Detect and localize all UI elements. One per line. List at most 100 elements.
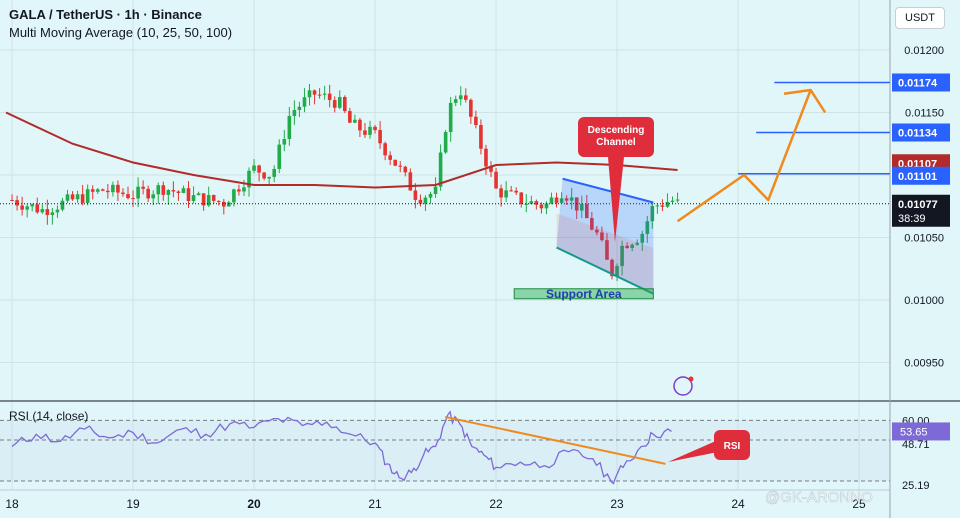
candle-body — [403, 166, 408, 173]
candle-body — [358, 119, 362, 131]
candle-body — [201, 193, 206, 206]
candle-body — [554, 197, 559, 203]
candle-body — [368, 126, 372, 135]
candle-body — [227, 202, 231, 207]
candle-body — [247, 170, 251, 188]
candle-body — [131, 198, 135, 200]
candle-body — [610, 259, 614, 277]
price-axis-label: 0.00950 — [904, 358, 944, 370]
candle-body — [534, 201, 539, 205]
candle-body — [85, 189, 90, 203]
channel-fill — [556, 178, 654, 294]
candle-body — [605, 240, 609, 260]
candle-body — [665, 201, 670, 207]
candle-body — [292, 109, 297, 116]
candle-body — [272, 168, 277, 177]
candle-body — [393, 159, 398, 166]
price-badge-level3[interactable]: 0.01101 — [892, 166, 950, 185]
indicator-legend[interactable]: Multi Moving Average (10, 25, 50, 100) — [9, 25, 233, 40]
channel-upper-line — [562, 177, 654, 204]
last-price-value: 0.01077 — [898, 199, 938, 211]
time-axis-label: 24 — [731, 497, 745, 511]
candle-body — [514, 190, 519, 193]
price-axis-label: 0.01000 — [904, 295, 944, 307]
candle-body — [650, 206, 655, 222]
candle-body — [484, 148, 488, 167]
candle-body — [398, 165, 403, 167]
candle-body — [433, 186, 438, 195]
candle-body — [408, 172, 413, 191]
channel-fill-lower — [556, 213, 654, 294]
candle-body — [317, 94, 322, 96]
candle-body — [378, 130, 382, 144]
symbol-title[interactable]: GALA / TetherUS · 1h · Binance — [9, 7, 202, 22]
candle-body — [635, 242, 640, 245]
rsi-pane[interactable]: RSI — [0, 410, 890, 485]
candle-body — [141, 186, 145, 189]
price-badge-level1-text: 0.01174 — [898, 78, 938, 90]
candle-body — [590, 218, 594, 230]
candle-body — [428, 194, 433, 198]
price-axis-label: 0.01050 — [904, 233, 944, 245]
candle-body — [196, 193, 201, 196]
candle-body — [50, 212, 55, 216]
candle-body — [312, 90, 317, 95]
candle-body — [675, 199, 680, 201]
replay-icon[interactable] — [673, 376, 693, 396]
candle-body — [70, 194, 75, 200]
last-price-badge[interactable] — [892, 194, 950, 227]
candle-body — [504, 190, 508, 198]
candle-body — [45, 209, 50, 216]
candle-body — [95, 189, 100, 192]
price-axis[interactable]: 18 19 20 21 22 23 24 25 0.01200 0.01150 0.01050 0.0… — [5, 45, 950, 511]
candle-body — [90, 189, 95, 192]
candle-body — [156, 185, 161, 195]
candle-body — [549, 197, 554, 204]
watermark: @GK-ARONNO — [765, 489, 873, 506]
candle-body — [383, 143, 387, 156]
candle-body — [620, 245, 624, 267]
candle-body — [297, 106, 302, 110]
time-axis-label: 23 — [610, 497, 624, 511]
candle-body — [579, 204, 584, 211]
candle-body — [519, 192, 524, 205]
price-pane[interactable] — [0, 83, 890, 282]
candle-body — [121, 192, 125, 195]
candle-body — [564, 198, 569, 201]
candle-body — [600, 232, 604, 241]
candle-body — [585, 204, 589, 219]
candle-body — [327, 93, 332, 101]
rsi-axis-label: 25.19 — [902, 480, 930, 492]
candle-body — [222, 201, 226, 207]
candle-body — [75, 194, 80, 200]
candle-body — [655, 205, 660, 207]
rsi-callout-label: RSI — [724, 441, 741, 452]
candle-body — [206, 195, 211, 206]
candle-body — [625, 245, 629, 248]
channel-lower-line — [556, 246, 654, 295]
price-badge-level1[interactable]: 0.01174 — [892, 73, 950, 92]
candle-body — [569, 197, 574, 201]
candle-body — [136, 186, 140, 199]
candle-body — [413, 190, 418, 200]
time-axis-label: 20 — [247, 497, 261, 511]
candle-body — [80, 194, 85, 203]
candle-body — [494, 171, 498, 189]
candle-body — [267, 176, 271, 179]
candle-body — [20, 205, 24, 210]
candle-body — [30, 204, 35, 207]
rsi-legend[interactable]: RSI (14, close) — [9, 409, 89, 423]
candle-body — [448, 102, 453, 133]
candle-body — [479, 125, 483, 149]
candle-body — [257, 165, 261, 173]
price-badge-level2-bg — [892, 123, 950, 142]
rsi-current-badge[interactable] — [892, 422, 950, 441]
candle-body — [499, 188, 503, 198]
bar-countdown: 38:39 — [898, 213, 926, 225]
price-badge-level2[interactable]: 0.01134 — [892, 123, 950, 142]
candle-body — [126, 194, 130, 199]
candle-body — [171, 190, 176, 192]
currency-button[interactable]: USDT — [895, 7, 945, 29]
candle-body — [151, 194, 156, 199]
